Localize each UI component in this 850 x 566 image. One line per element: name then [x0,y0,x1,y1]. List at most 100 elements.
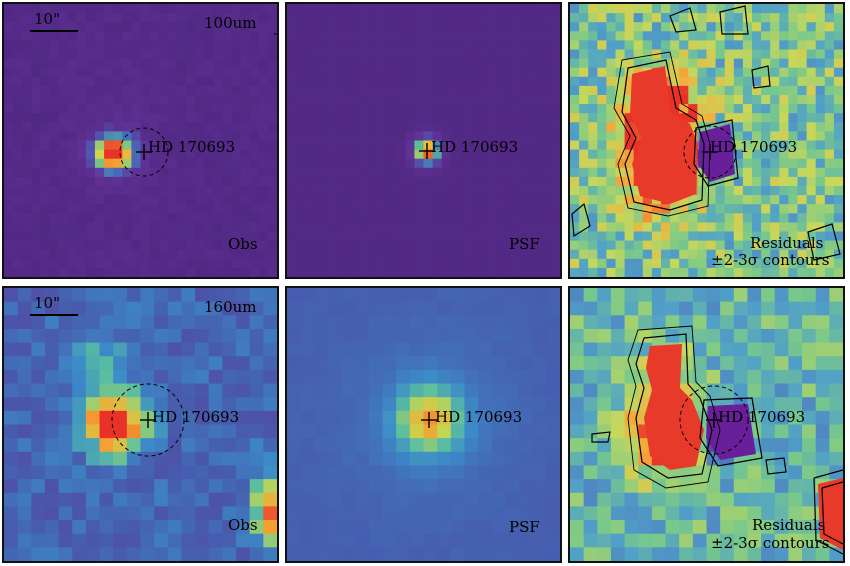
pixel [715,249,726,260]
pixel [378,258,388,269]
pixel [72,356,87,371]
pixel [752,49,762,60]
pixel [58,301,73,316]
pixel [368,383,384,398]
pixel [514,49,525,60]
pixel [450,342,466,357]
pixel [208,520,223,535]
pixel [240,213,251,223]
pixel [505,222,516,233]
pixel [263,315,277,330]
pixel [550,113,560,123]
pixel [761,506,776,521]
pixel [387,122,397,132]
pixel [31,301,46,316]
pixel [405,258,415,269]
pixel [58,479,73,494]
pixel [670,104,680,114]
pixel [222,520,237,535]
pixel [167,249,178,260]
pixel [13,240,23,251]
pixel [67,204,78,214]
pixel [231,195,242,205]
pixel [624,49,635,60]
pixel [195,438,210,453]
pixel [570,267,580,277]
pixel [638,547,653,561]
pixel [131,176,142,187]
pixel [387,258,397,269]
pixel [450,328,466,344]
contour [765,457,787,475]
pixel [532,465,547,480]
pixel [4,222,14,233]
pixel [31,315,46,330]
pixel [213,113,223,123]
pixel [597,31,607,41]
pixel [195,424,210,439]
pixel [126,547,142,561]
pixel [208,356,223,371]
pixel [368,249,379,260]
pixel [770,240,780,251]
pixel [610,451,626,467]
pixel [67,158,78,169]
pixel [706,213,717,223]
pixel [67,85,78,96]
pixel [396,397,411,412]
pixel [31,167,41,178]
pixel [715,186,726,196]
pixel [437,328,452,344]
pixel [441,31,452,41]
pixel [459,213,470,223]
pixel [806,204,817,214]
pixel [615,258,626,269]
pixel [140,186,151,196]
pixel [323,104,334,114]
pixel [833,67,843,78]
pixel [487,240,497,251]
pixel [806,249,817,260]
pixel [195,267,205,277]
pixel [742,104,753,114]
pixel [570,520,585,535]
pixel [441,22,452,32]
pixel [824,67,835,78]
pixel [222,22,233,32]
pixel [167,342,183,357]
pixel [606,258,617,269]
residual-deficit [698,124,735,182]
pixel [355,410,370,426]
pixel [679,104,689,114]
pixel [314,104,324,114]
pixel [113,167,123,178]
pixel [49,167,60,178]
pixel [597,342,612,357]
pixel [396,356,411,371]
pixel [441,67,452,78]
pixel [22,140,32,151]
pixel [49,113,60,123]
pixel [305,13,315,23]
pixel [588,131,598,142]
pixel [597,520,612,535]
pixel [368,356,384,371]
pixel [44,424,60,439]
pixel [154,301,169,316]
pixel [788,122,799,132]
pixel [40,49,51,60]
pixel [779,104,789,114]
pixel [742,167,753,178]
pixel [606,186,617,196]
pixel [85,22,96,32]
pixel [423,195,434,205]
pixel [570,231,580,242]
pixel [496,49,506,60]
pixel [222,397,237,412]
pixel [186,76,196,87]
pixel [208,397,223,412]
pixel [665,533,680,548]
pixel [519,492,534,507]
pixel [382,492,397,507]
pixel [505,369,520,385]
